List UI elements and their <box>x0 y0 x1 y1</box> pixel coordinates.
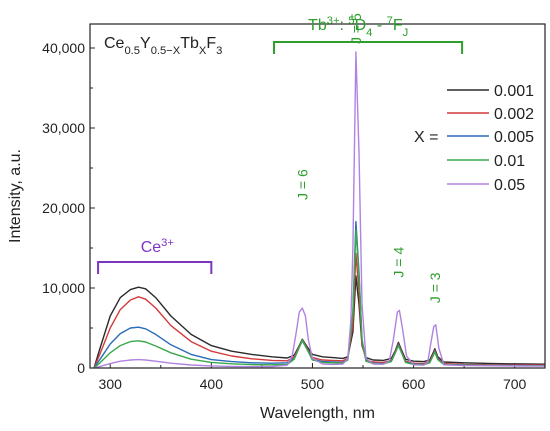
y-tick-label: 40,000 <box>42 40 85 56</box>
text-part: Y <box>140 35 151 52</box>
text-part: 0.5 <box>124 45 140 57</box>
text-part: F <box>393 17 403 34</box>
text-part: Ce <box>104 35 125 52</box>
y-tick-label: 20,000 <box>42 200 85 216</box>
text-part: 7 <box>387 15 393 27</box>
text-part: Ce <box>141 239 162 256</box>
series-line-0.002 <box>93 252 546 369</box>
ce-bracket <box>97 261 213 274</box>
text-part: Tb <box>180 35 199 52</box>
text-part: D <box>355 17 367 34</box>
text-part: X <box>199 45 207 57</box>
text-part: 4 <box>366 27 372 39</box>
y-tick-label: 0 <box>77 360 85 376</box>
peak-label: J = 6 <box>294 169 310 200</box>
axis-ticks: 300 400 500 600 700 0 10,000 20,000 30,000 40,000 <box>42 40 526 392</box>
y-axis-title: Intensity, a.u. <box>7 149 24 243</box>
ce-label: Ce3+ <box>141 237 174 256</box>
legend-label: 0.001 <box>494 83 534 100</box>
series-line-0.05 <box>93 51 546 369</box>
legend: 0.001 0.002 0.005 0.01 0.05 X = <box>414 83 534 194</box>
text-part: 0.5−X <box>151 45 181 57</box>
series-line-0.001 <box>93 275 546 369</box>
peak-label: J = 5 <box>348 13 364 44</box>
x-tick-label: 500 <box>301 376 325 392</box>
legend-label: 0.005 <box>494 129 534 146</box>
tb-transition-label: Tb3+: 5D4 - 7FJ <box>308 15 408 39</box>
y-tick-label: 30,000 <box>42 120 85 136</box>
peak-label: J = 3 <box>427 272 443 303</box>
series-line-0.01 <box>93 228 545 369</box>
text-part: 3+ <box>161 237 174 249</box>
text-part: 3 <box>216 45 222 57</box>
plot-frame <box>89 23 546 369</box>
text-part: J <box>403 27 409 39</box>
y-tick-label: 10,000 <box>42 280 85 296</box>
x-tick-label: 300 <box>99 376 123 392</box>
x-tick-label: 400 <box>200 376 224 392</box>
text-part: - <box>372 17 386 34</box>
formula-label: Ce0.5Y0.5−XTbXF3 <box>104 35 222 57</box>
x-axis-title: Wavelength, nm <box>260 405 375 422</box>
tb-bracket <box>273 41 464 54</box>
peak-label: J = 4 <box>390 247 406 278</box>
text-part: : <box>339 17 348 34</box>
series-lines <box>93 51 546 369</box>
text-part: F <box>206 35 216 52</box>
text-part: 5 <box>348 15 354 27</box>
text-part: Tb <box>308 17 327 34</box>
x-tick-label: 700 <box>503 376 527 392</box>
legend-label: 0.002 <box>494 106 534 123</box>
legend-label: 0.01 <box>494 153 525 170</box>
legend-label: 0.05 <box>494 177 525 194</box>
text-part: 3+ <box>327 15 340 27</box>
x-tick-label: 600 <box>402 376 426 392</box>
legend-title: X = <box>414 129 438 146</box>
